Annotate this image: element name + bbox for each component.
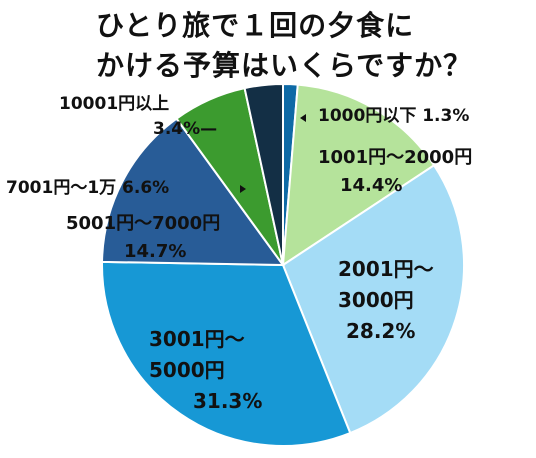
slice-label-1: 1000円以下 1.3% <box>318 106 469 126</box>
chart-title-line-2: かける予算はいくらですか？ <box>96 49 473 82</box>
slice-label-6: 7001円～1万 6.6% <box>6 178 169 198</box>
slice-label-3-line-3: 28.2% <box>346 319 415 343</box>
pie-slices <box>101 82 465 447</box>
slice-label-7-line-2: 3.4%— <box>153 119 217 139</box>
slice-label-3-line-2: 3000円 <box>338 288 414 312</box>
slice-label-4-line-2: 5000円 <box>149 358 225 382</box>
pie-slice-3 <box>281 163 465 435</box>
pie-slice-5 <box>101 117 285 267</box>
slice-label-4: 3001円～ 5000円 31.3% <box>149 327 262 413</box>
arrow-1000-icon <box>300 114 306 122</box>
slice-label-5-line-2: 14.7% <box>124 241 186 262</box>
pie-slice-4 <box>101 260 352 447</box>
chart-title: ひとり旅で１回の夕食に かける予算はいくらですか？ <box>96 6 472 86</box>
pie-labels: 1000円以下 1.3%1001円～2000円 14.4%2001円～ 3000円 2… <box>6 94 472 413</box>
arrow-7001-icon <box>240 185 246 193</box>
slice-label-6-line-1: 7001円～1万 6.6% <box>6 178 169 198</box>
slice-label-1-line-1: 1000円以下 1.3% <box>318 106 469 126</box>
chart-title-line-1: ひとり旅で１回の夕食に <box>96 9 415 42</box>
slice-label-7-line-1: 10001円以上 <box>59 94 169 114</box>
slice-label-4-line-1: 3001円～ <box>149 327 245 351</box>
slice-label-2-line-2: 14.4% <box>340 175 402 196</box>
slice-label-2: 1001円～2000円 14.4% <box>318 147 472 196</box>
slice-label-3: 2001円～ 3000円 28.2% <box>338 257 434 343</box>
slice-label-3-line-1: 2001円～ <box>338 257 434 281</box>
slice-label-7: 10001円以上 3.4%— <box>59 94 217 139</box>
pie-slice-2 <box>281 83 436 267</box>
pie-slice-7 <box>243 82 284 266</box>
slice-label-4-line-3: 31.3% <box>193 389 262 413</box>
slice-label-2-line-1: 1001円～2000円 <box>318 147 472 168</box>
slice-label-5-line-1: 5001円～7000円 <box>66 213 220 234</box>
slice-label-5: 5001円～7000円 14.7% <box>66 213 220 262</box>
